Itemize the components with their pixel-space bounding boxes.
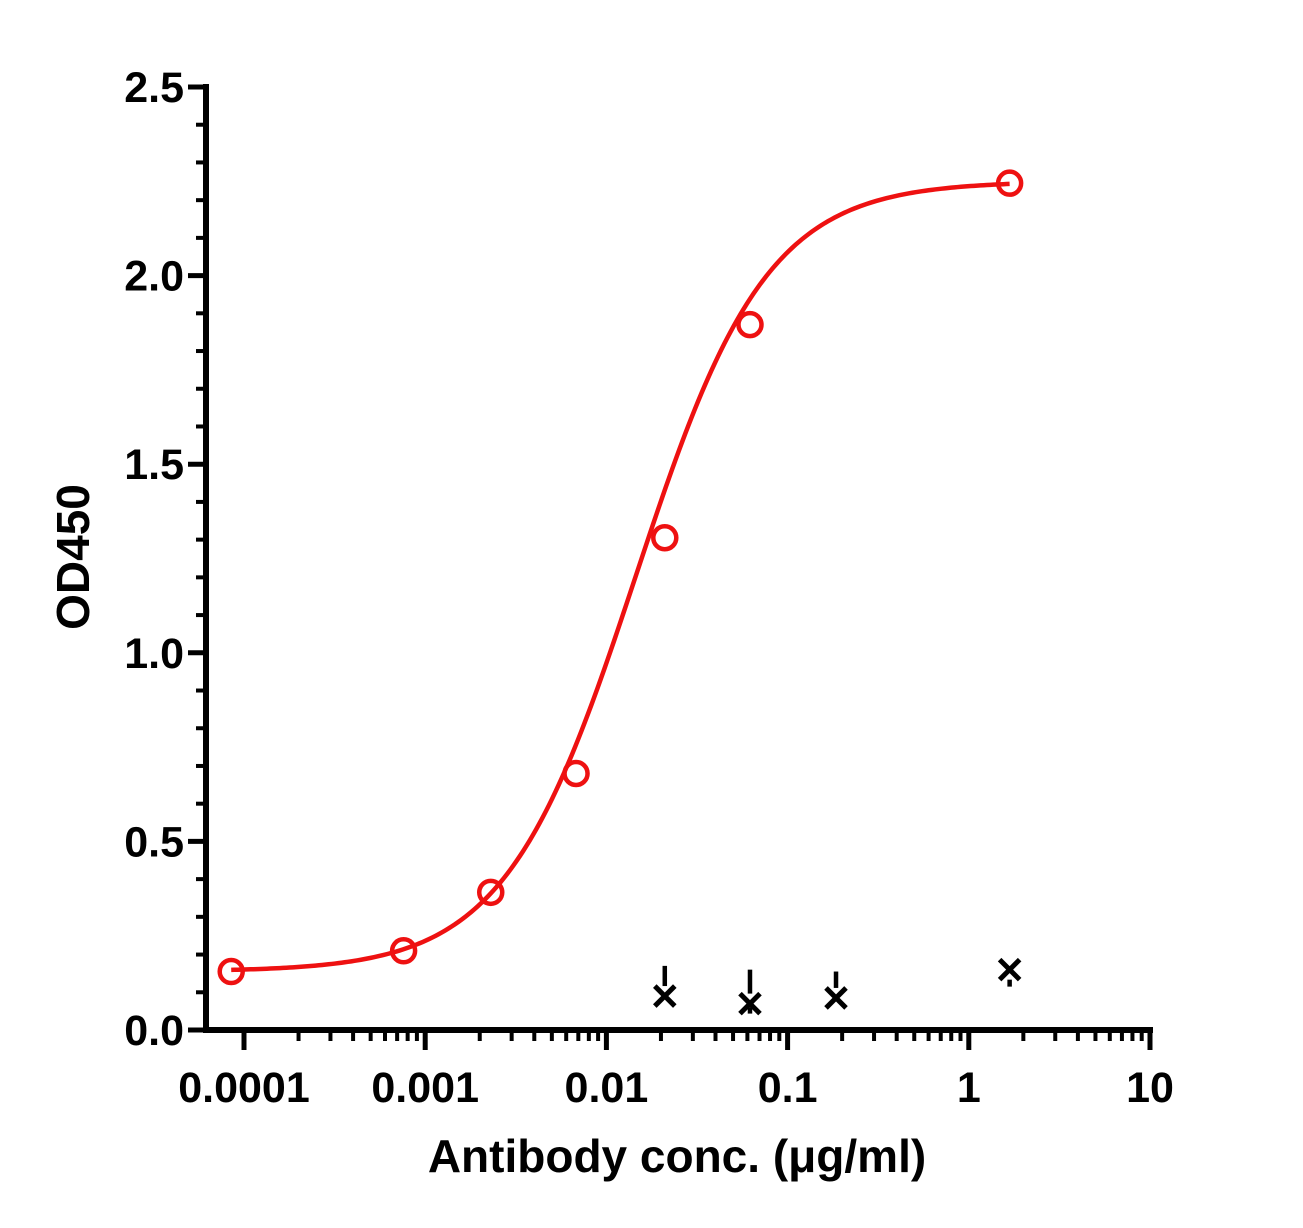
data-point-x: [824, 986, 848, 1010]
x-tick-label: 0.01: [565, 1064, 649, 1112]
data-point-x: [738, 991, 762, 1016]
data-point-circle: [476, 878, 505, 907]
axes: 0.0 0.5 1.0 1.5 2.0 2.5 0.0001 0.001 0.01 0.1 1 10: [124, 64, 1174, 1112]
y-tick-label: 2.0: [124, 253, 184, 301]
x-axis-title: Antibody conc. (μg/ml): [428, 1130, 926, 1182]
y-tick-label: 2.5: [124, 64, 184, 112]
data-point-x: [653, 984, 677, 1008]
data-point-circle: [651, 524, 679, 552]
data-point-circle: [995, 169, 1024, 197]
x-tick-label: 10: [1126, 1064, 1174, 1112]
x-marker-stroke: [997, 957, 1022, 982]
x-marker-stroke: [824, 986, 848, 1010]
x-marker-stroke: [738, 991, 762, 1016]
y-tick-label: 1.5: [124, 441, 184, 489]
fit-curves: [231, 181, 1010, 973]
fit-curve: [231, 181, 1010, 973]
x-tick-label: 0.001: [371, 1064, 479, 1112]
x-tick-label: 0.0001: [178, 1064, 310, 1112]
data-markers: [217, 169, 1024, 1016]
x-tick-label: 0.1: [758, 1064, 818, 1112]
data-point-circle: [217, 957, 245, 986]
data-point-x: [997, 957, 1022, 982]
x-tick-label: 1: [957, 1064, 981, 1112]
data-point-circle: [389, 937, 418, 965]
x-marker-stroke: [653, 984, 677, 1008]
y-tick-label: 0.0: [124, 1007, 184, 1055]
y-tick-label: 0.5: [124, 818, 184, 866]
data-point-circle: [562, 759, 590, 788]
y-tick-label: 1.0: [124, 630, 184, 678]
data-point-circle: [736, 310, 764, 339]
y-axis-title: OD450: [47, 484, 99, 630]
